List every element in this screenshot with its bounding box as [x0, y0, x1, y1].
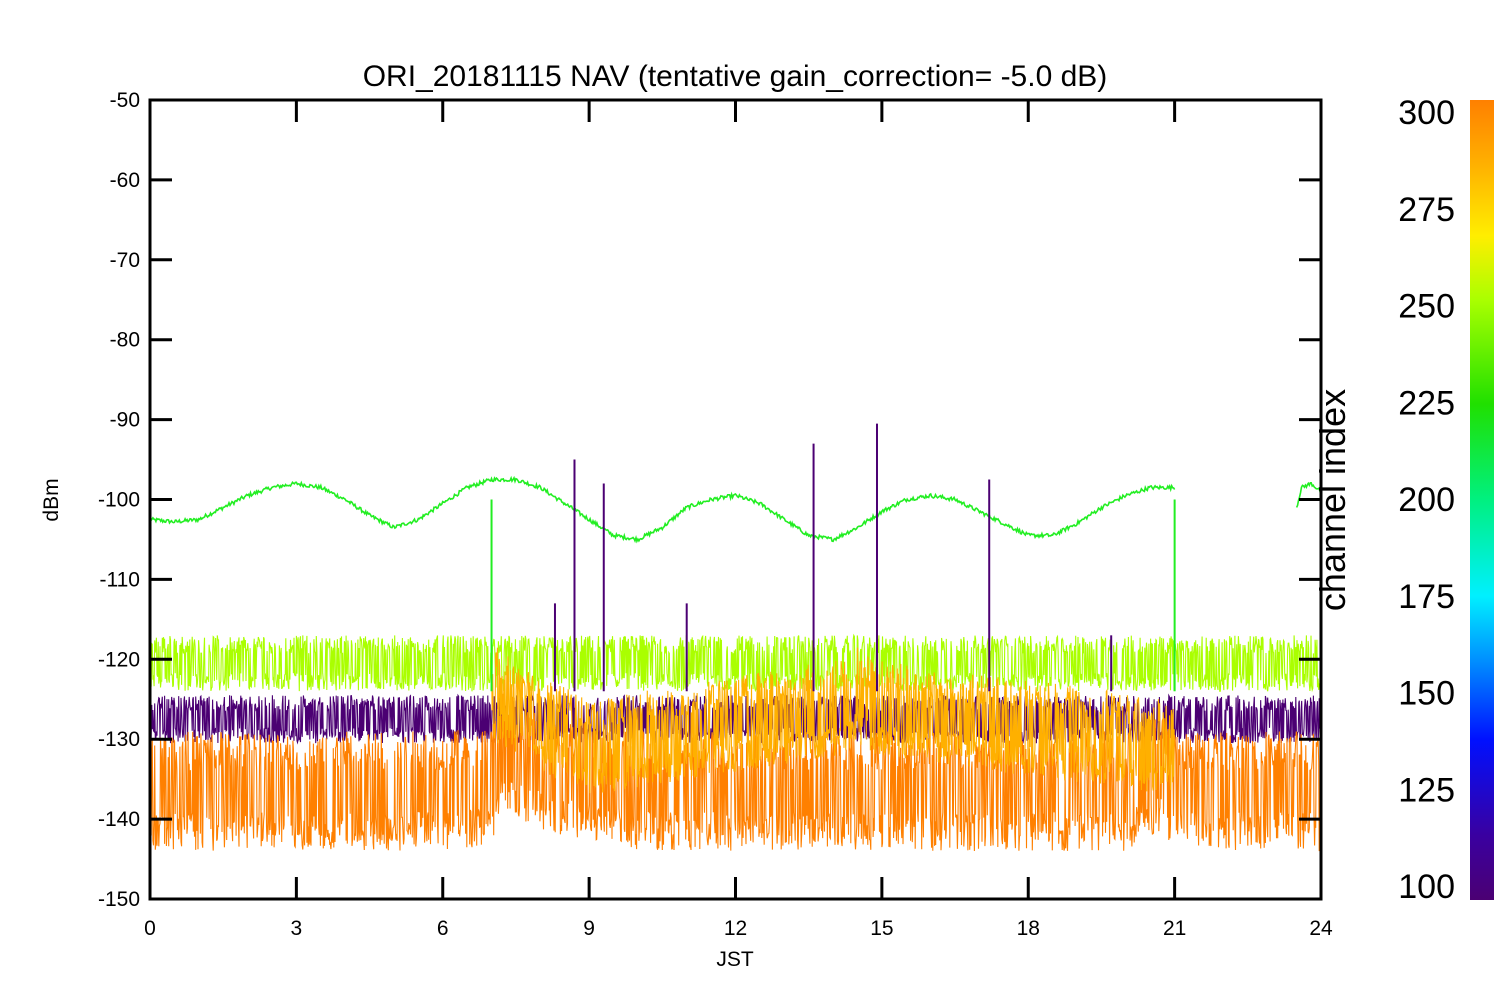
- y-tick-label-8: -130: [98, 728, 140, 751]
- series-0: [150, 475, 1176, 544]
- y-tick-label-2: -70: [110, 249, 140, 272]
- x-axis-title: JST: [716, 948, 754, 971]
- series-2: [150, 633, 1321, 693]
- y-tick-label-4: -90: [110, 409, 140, 432]
- y-tick-label-3: -80: [110, 329, 140, 352]
- colorbar-tick-label-8: 100: [1398, 868, 1455, 906]
- series-5: [490, 644, 1175, 794]
- x-tick-label-1: 3: [291, 917, 303, 940]
- y-tick-label-5: -100: [98, 489, 140, 512]
- x-tick-label-4: 12: [724, 917, 747, 940]
- x-tick-label-0: 0: [144, 917, 156, 940]
- colorbar-tick-label-7: 125: [1398, 771, 1455, 809]
- colorbar-tick-label-1: 275: [1398, 191, 1455, 229]
- colorbar-ticks: 300 275 250 225 200 175 150 125 100: [1398, 94, 1455, 906]
- x-tick-label-3: 9: [583, 917, 595, 940]
- series-4-trace: [150, 693, 1321, 852]
- y-axis-title: dBm: [40, 478, 63, 521]
- y-tick-label-7: -120: [98, 648, 140, 671]
- y-tick-label-10: -150: [98, 888, 140, 911]
- x-tick-label-8: 24: [1309, 917, 1333, 940]
- series-1: [1295, 481, 1321, 508]
- x-tick-label-5: 15: [870, 917, 893, 940]
- colorbar-tick-label-4: 200: [1398, 481, 1455, 519]
- colorbar-tick-label-2: 250: [1398, 288, 1455, 326]
- y-tick-label-1: -60: [110, 169, 140, 192]
- colorbar-tick-label-5: 175: [1398, 578, 1455, 616]
- colorbar-tick-label-6: 150: [1398, 675, 1455, 713]
- series-6: [553, 423, 1113, 692]
- colorbar-tick-label-0: 300: [1398, 94, 1455, 132]
- series-1-line: [1295, 481, 1321, 508]
- colorbar: [1470, 100, 1494, 900]
- ticks-layer: 0 3 6 9 12 15 18 21 24 -50 -60 -70 -80 -90 -100 -110 -12…: [98, 89, 1333, 940]
- chart-title: ORI_20181115 NAV (tentative gain_correct…: [363, 60, 1108, 93]
- series-2-trace: [150, 633, 1321, 693]
- x-tick-label-6: 18: [1017, 917, 1040, 940]
- y-tick-label-9: -140: [98, 808, 140, 831]
- colorbar-title: channel index: [1312, 389, 1353, 611]
- x-tick-label-7: 21: [1163, 917, 1186, 940]
- series-0-line: [150, 475, 1176, 544]
- y-tick-label-6: -110: [100, 568, 140, 591]
- series-4: [150, 693, 1321, 852]
- series-layer: [150, 423, 1321, 852]
- series-7: [490, 499, 1176, 692]
- y-tick-label-0: -50: [110, 89, 140, 112]
- series-5-trace: [490, 644, 1175, 794]
- x-tick-label-2: 6: [437, 917, 449, 940]
- colorbar-tick-label-3: 225: [1398, 384, 1455, 422]
